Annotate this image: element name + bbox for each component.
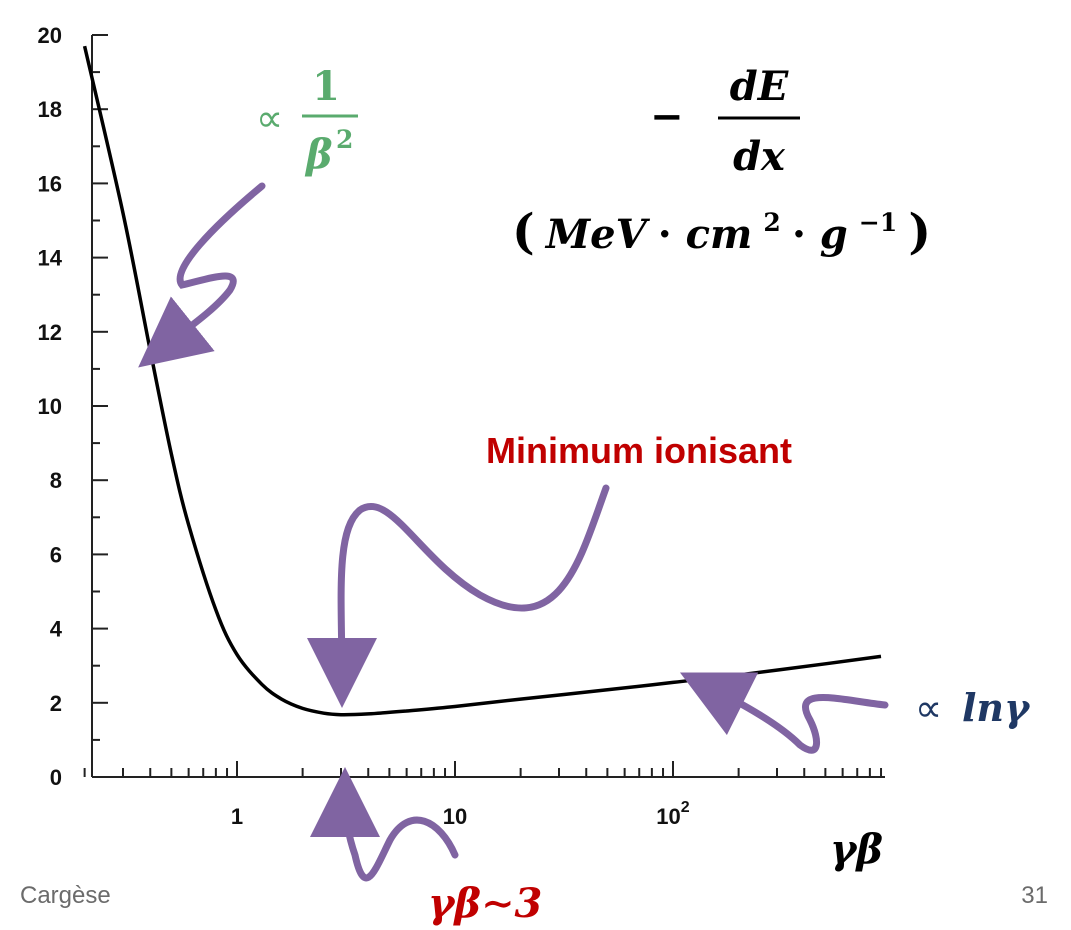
ln-gamma: lnγ	[962, 685, 1031, 730]
y-tick-label: 14	[38, 246, 63, 271]
x-axis-label: γβ	[830, 826, 883, 873]
dedx-units: ( MeV · cm 2 · g −1 )	[512, 196, 931, 260]
y-tick-label: 6	[50, 542, 62, 567]
beta-exponent: 2	[336, 125, 353, 154]
y-tick-label: 16	[38, 171, 62, 196]
dedx-denominator: dx	[733, 133, 786, 180]
y-tick-label: 8	[50, 468, 62, 493]
arrow-beta	[138, 182, 266, 368]
beta-numerator: 1	[312, 63, 340, 110]
dedx-curve	[82, 45, 882, 717]
x-tick-label: 10	[443, 804, 467, 829]
y-tick-label: 18	[38, 97, 62, 122]
units-cm-exp: 2	[763, 208, 780, 237]
curve-layer	[82, 45, 882, 717]
y-tick-label: 10	[38, 394, 62, 419]
proportional-symbol-green: ∝	[256, 98, 283, 140]
units-dot1: ·	[658, 211, 686, 258]
beta-annotation: ∝ 1 β 2	[256, 63, 358, 178]
y-ticks: 0 2 4 6 8 10 12 14 16 18 20	[38, 23, 108, 790]
y-tick-label: 12	[38, 320, 62, 345]
units-g-exp: −1	[859, 208, 897, 237]
arrow-minimum	[306, 484, 610, 708]
units-close-paren: )	[908, 204, 931, 260]
units-dot2: ·	[792, 211, 820, 258]
ln-gamma-annotation: ∝ lnγ	[915, 685, 1031, 730]
footer-location: Cargèse	[20, 882, 111, 909]
beta-denominator: β	[304, 131, 333, 178]
minimum-ionisant-label: Minimum ionisant	[486, 430, 792, 471]
annotation-arrows	[138, 182, 889, 882]
x-ticks: 1 10 102	[83, 761, 883, 829]
dedx-minus: −	[650, 93, 684, 140]
proportional-symbol-blue: ∝	[915, 688, 942, 730]
arrow-lngamma	[679, 672, 889, 754]
units-open-paren: (	[512, 204, 535, 260]
y-tick-label: 0	[50, 765, 62, 790]
units-cm: cm	[686, 211, 753, 258]
y-tick-label: 2	[50, 691, 62, 716]
dedx-label: − dE dx ( MeV · cm 2 · g −1 )	[512, 63, 931, 260]
gammabeta-approx: γβ∼3	[428, 880, 542, 927]
y-tick-label: 20	[38, 23, 62, 48]
units-g: g	[820, 211, 848, 258]
dedx-numerator: dE	[730, 63, 789, 110]
x-tick-label: 102	[656, 799, 689, 829]
x-tick-label: 1	[231, 804, 243, 829]
arrow-gammabeta	[310, 767, 459, 882]
units-mev: MeV	[544, 211, 651, 258]
y-tick-label: 4	[50, 617, 63, 642]
footer-page-number: 31	[1021, 882, 1048, 909]
